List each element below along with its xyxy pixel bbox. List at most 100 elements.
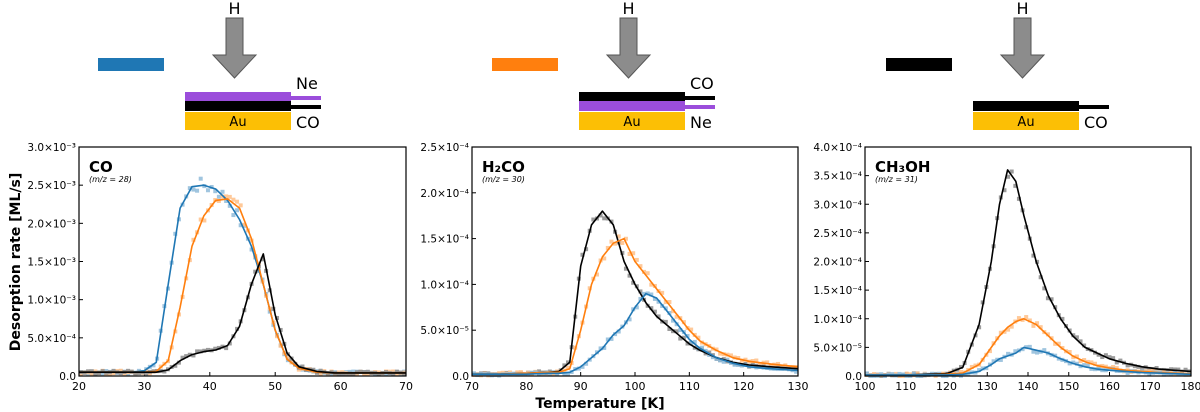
substrate-label: Au bbox=[1017, 115, 1034, 130]
data-point-black bbox=[365, 369, 370, 374]
data-point-blue bbox=[645, 291, 650, 296]
data-point-black bbox=[674, 329, 679, 334]
x-tick-label: 180 bbox=[1181, 380, 1200, 393]
data-point-black bbox=[336, 371, 341, 376]
x-tick-label: 70 bbox=[465, 380, 479, 393]
series-line-blue bbox=[472, 292, 799, 376]
x-tick-label: 80 bbox=[519, 380, 533, 393]
data-point-blue bbox=[692, 339, 697, 344]
series-line-blue bbox=[865, 346, 1192, 376]
data-point-black bbox=[656, 314, 661, 319]
data-point-black bbox=[118, 371, 123, 376]
data-point-blue bbox=[656, 299, 661, 304]
data-point-orange bbox=[89, 371, 94, 376]
data-point-blue bbox=[710, 355, 715, 360]
x-axis-label: Temperature [K] bbox=[535, 396, 664, 412]
data-point-blue bbox=[605, 337, 610, 342]
data-point-black bbox=[591, 217, 596, 222]
data-point-orange bbox=[969, 364, 974, 369]
y-tick-label: 1.0×10⁻³ bbox=[27, 295, 76, 307]
data-point-black bbox=[1042, 286, 1047, 291]
data-point-black bbox=[144, 371, 149, 376]
panel-3: 100 110 120 130 140 150 160 170 180 0.0 5.0×10⁻⁵ 1.… bbox=[813, 142, 1200, 393]
data-point-orange bbox=[605, 245, 610, 250]
bottom-layer-label: Ne bbox=[690, 113, 712, 132]
x-tick-label: 70 bbox=[399, 380, 413, 393]
data-point-black bbox=[681, 335, 686, 340]
layer-black bbox=[973, 101, 1079, 111]
y-tick-label: 0.0 bbox=[59, 371, 76, 383]
data-point-blue bbox=[977, 368, 982, 373]
data-point-orange bbox=[728, 353, 733, 358]
data-point-black bbox=[275, 315, 280, 320]
data-point-blue bbox=[1071, 360, 1076, 365]
data-point-blue bbox=[1089, 366, 1094, 371]
data-point-blue bbox=[1042, 348, 1047, 353]
data-point-blue bbox=[1013, 349, 1018, 354]
data-point-blue bbox=[638, 296, 643, 301]
data-point-black bbox=[1013, 183, 1018, 188]
data-point-blue bbox=[231, 213, 236, 218]
panel-title: CO bbox=[89, 158, 113, 176]
series-line-black bbox=[472, 210, 799, 376]
data-point-black bbox=[136, 371, 141, 376]
data-point-black bbox=[191, 353, 196, 358]
data-point-orange bbox=[518, 370, 523, 375]
data-point-blue bbox=[1027, 344, 1032, 349]
schematic-1: H Au Ne CO bbox=[98, 0, 321, 132]
x-tick-label: 160 bbox=[1099, 380, 1120, 393]
x-tick-label: 140 bbox=[1018, 380, 1039, 393]
substrate-label: Au bbox=[229, 115, 246, 130]
data-point-orange bbox=[987, 349, 992, 354]
data-point-blue bbox=[678, 328, 683, 333]
data-point-blue bbox=[198, 176, 203, 181]
data-point-orange bbox=[318, 371, 323, 376]
data-point-black bbox=[1132, 364, 1137, 369]
data-point-black bbox=[205, 347, 210, 352]
plot-frame bbox=[864, 146, 1192, 377]
data-point-black bbox=[663, 319, 668, 324]
data-point-black bbox=[678, 336, 683, 341]
y-tick-label: 1.0×10⁻⁴ bbox=[420, 279, 469, 291]
y-tick-label: 2.5×10⁻³ bbox=[27, 180, 76, 192]
data-point-orange bbox=[1027, 318, 1032, 323]
data-point-black bbox=[180, 355, 185, 360]
data-point-black bbox=[1060, 316, 1065, 321]
schematic-2: H Au CO Ne bbox=[492, 0, 715, 132]
data-point-black bbox=[216, 345, 221, 350]
data-point-orange bbox=[739, 358, 744, 363]
x-tick-label: 20 bbox=[72, 380, 86, 393]
panel-subtitle: (m/z = 28) bbox=[89, 175, 132, 184]
data-point-orange bbox=[696, 335, 701, 340]
data-point-orange bbox=[671, 309, 676, 314]
data-point-black bbox=[1136, 364, 1141, 369]
y-tick-label: 5.0×10⁻⁴ bbox=[27, 333, 76, 345]
data-point-orange bbox=[1111, 365, 1116, 370]
y-tick-label: 2.5×10⁻⁴ bbox=[420, 142, 469, 154]
data-point-black bbox=[1082, 343, 1087, 348]
data-point-orange bbox=[718, 351, 723, 356]
data-point-black bbox=[1049, 297, 1054, 302]
data-point-black bbox=[1140, 366, 1145, 371]
data-point-blue bbox=[634, 305, 639, 310]
data-point-black bbox=[300, 364, 305, 369]
data-point-black bbox=[565, 360, 570, 365]
data-point-black bbox=[1169, 367, 1174, 372]
data-point-blue bbox=[747, 363, 752, 368]
data-point-orange bbox=[1009, 324, 1014, 329]
data-point-orange bbox=[1089, 360, 1094, 365]
data-point-orange bbox=[515, 370, 520, 375]
data-point-blue bbox=[998, 357, 1003, 362]
data-point-orange bbox=[118, 368, 123, 373]
data-point-orange bbox=[645, 271, 650, 276]
data-point-black bbox=[1002, 188, 1007, 193]
data-point-orange bbox=[616, 234, 621, 239]
panel-subtitle: (m/z = 30) bbox=[482, 175, 525, 184]
data-point-black bbox=[358, 369, 363, 374]
data-point-orange bbox=[1056, 341, 1061, 346]
data-point-blue bbox=[249, 247, 254, 252]
series-line-blue bbox=[79, 184, 406, 374]
data-point-orange bbox=[757, 362, 762, 367]
data-point-orange bbox=[1038, 325, 1043, 330]
x-tick-label: 60 bbox=[334, 380, 348, 393]
